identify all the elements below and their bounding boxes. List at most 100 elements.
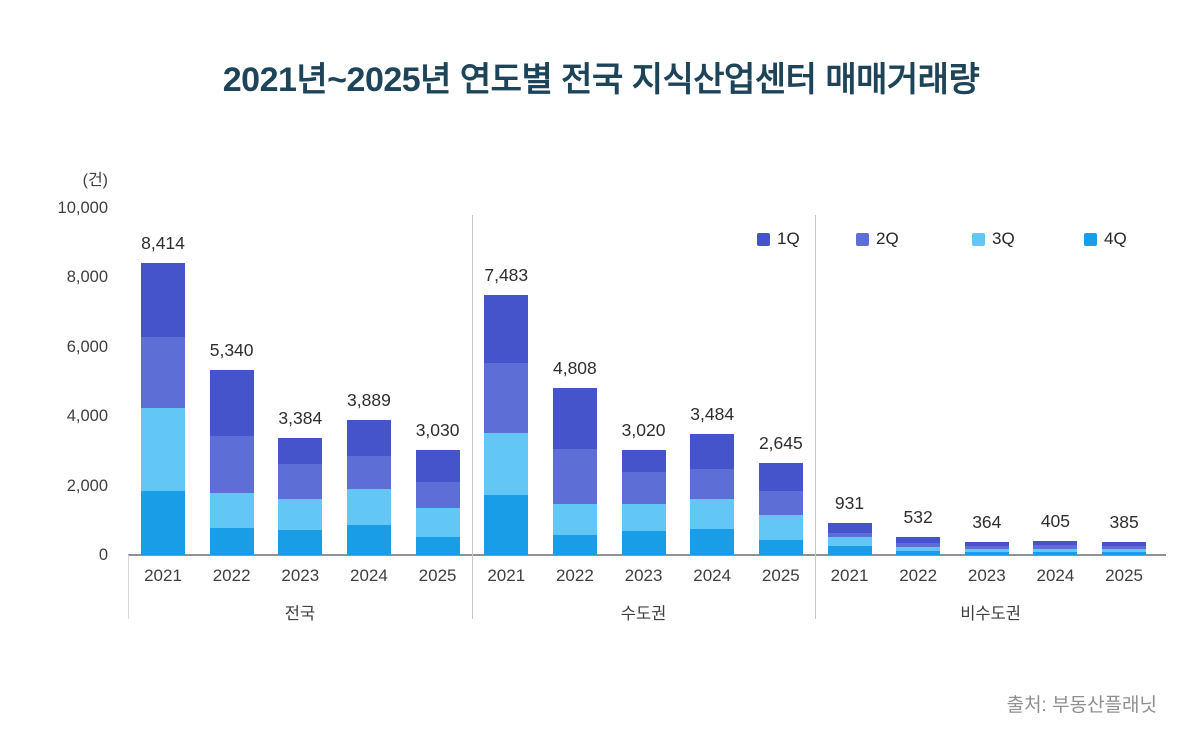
source-text: 출처: 부동산플래닛 xyxy=(1006,695,1157,716)
legend-swatch-icon xyxy=(757,232,770,246)
bar-total-label: 532 xyxy=(903,506,933,527)
bar-total-label: 2,645 xyxy=(758,433,803,454)
bar-segment-2q xyxy=(415,482,460,508)
bar-total-label: 5,340 xyxy=(209,339,254,360)
bar-total-label: 3,020 xyxy=(621,420,666,441)
bar-total-label: 3,384 xyxy=(278,407,323,428)
bar-segment-1q xyxy=(621,450,666,472)
bar-segment-1q xyxy=(758,463,803,491)
bar-segment-3q xyxy=(1033,548,1078,552)
year-tick-label: 2021 xyxy=(144,566,182,585)
bar-segment-4q xyxy=(209,527,254,555)
bar-segment-4q xyxy=(1033,551,1078,555)
bar-segment-4q xyxy=(278,529,323,555)
legend-item-4q: 4Q xyxy=(1084,229,1127,249)
bar-segment-1q xyxy=(278,437,323,465)
bar-segment-3q xyxy=(827,536,872,546)
bar-segment-1q xyxy=(209,369,254,436)
bar-total-label: 385 xyxy=(1109,511,1139,532)
chart-title: 2021년~2025년 연도별 전국 지식산업센터 매매거래량 xyxy=(222,61,980,99)
group-label: 전국 xyxy=(284,605,316,623)
bar-segment-4q xyxy=(827,545,872,555)
bar-segment-3q xyxy=(621,504,666,531)
y-axis-unit-label: (건) xyxy=(82,172,108,189)
bar-segment-2q xyxy=(827,532,872,537)
bar-segment-1q xyxy=(1102,541,1147,546)
bar-segment-2q xyxy=(209,435,254,493)
y-tick-label: 0 xyxy=(98,546,108,564)
bar-segment-3q xyxy=(1102,549,1147,553)
bar-segment-2q xyxy=(896,542,941,547)
bar-total-label: 7,483 xyxy=(484,265,529,286)
bar-segment-3q xyxy=(690,499,735,529)
year-tick-label: 2023 xyxy=(967,566,1006,585)
bar-total-label: 3,889 xyxy=(347,390,391,411)
bar-total-label: 364 xyxy=(972,512,1002,533)
bar-segment-2q xyxy=(964,546,1009,550)
bar-segment-1q xyxy=(690,434,735,469)
bar-segment-1q xyxy=(346,420,391,456)
x-axis-line xyxy=(128,554,1166,556)
bar-segment-3q xyxy=(209,492,254,528)
year-tick-label: 2023 xyxy=(624,566,663,585)
bar-segment-2q xyxy=(278,464,323,499)
legend-label: 4Q xyxy=(1104,229,1127,248)
bar-segment-4q xyxy=(690,528,735,555)
year-tick-label: 2024 xyxy=(1036,566,1075,585)
year-tick-label: 2024 xyxy=(350,566,388,585)
bar-segment-4q xyxy=(964,552,1009,555)
legend-label: 2Q xyxy=(876,229,899,248)
y-tick-label: 2,000 xyxy=(66,476,108,495)
year-tick-label: 2021 xyxy=(830,566,869,585)
bar-segment-3q xyxy=(758,515,803,540)
legend-item-2q: 2Q xyxy=(856,229,899,249)
bar-segment-2q xyxy=(758,490,803,516)
bar-segment-3q xyxy=(141,407,185,491)
year-tick-label: 2022 xyxy=(899,566,938,585)
legend-swatch-icon xyxy=(972,232,985,246)
year-tick-label: 2022 xyxy=(212,566,251,585)
legend-item-3q: 3Q xyxy=(972,229,1015,249)
bar-segment-1q xyxy=(484,295,529,363)
bar-total-label: 3,030 xyxy=(415,419,460,440)
bar-segment-2q xyxy=(552,449,597,505)
bar-segment-4q xyxy=(896,550,941,555)
bar-total-label: 931 xyxy=(834,492,865,513)
y-tick-label: 6,000 xyxy=(66,337,108,356)
group-divider xyxy=(815,215,816,619)
bar-segment-4q xyxy=(484,495,529,555)
bar-segment-3q xyxy=(346,489,391,525)
group-divider xyxy=(472,215,473,619)
y-tick-label: 8,000 xyxy=(66,268,108,287)
legend-item-1q: 1Q xyxy=(757,229,800,249)
bar-segment-1q xyxy=(1033,540,1078,546)
bar-segment-4q xyxy=(415,537,460,555)
bar-segment-2q xyxy=(346,455,391,490)
bar-segment-3q xyxy=(484,432,529,496)
bar-segment-4q xyxy=(552,534,597,555)
bar-segment-3q xyxy=(552,504,597,535)
bar-segment-2q xyxy=(621,471,666,505)
bar-segment-2q xyxy=(484,362,529,433)
bar-segment-1q xyxy=(141,263,185,337)
bar-segment-3q xyxy=(896,546,941,551)
bar-segment-4q xyxy=(141,490,185,555)
bar-segment-1q xyxy=(896,536,941,543)
bar-segment-1q xyxy=(827,522,872,533)
group-label: 수도권 xyxy=(620,605,667,623)
bar-segment-2q xyxy=(141,336,185,408)
legend-label: 1Q xyxy=(777,229,800,248)
y-tick-label: 4,000 xyxy=(66,407,108,426)
group-label: 비수도권 xyxy=(960,605,1021,623)
bar-segment-4q xyxy=(1102,552,1147,555)
year-tick-label: 2023 xyxy=(281,566,320,585)
legend-swatch-icon xyxy=(1084,232,1097,246)
bar-total-label: 8,414 xyxy=(141,233,185,254)
bar-segment-3q xyxy=(964,549,1009,553)
year-tick-label: 2021 xyxy=(487,566,526,585)
bar-total-label: 3,484 xyxy=(690,404,735,425)
bar-segment-3q xyxy=(415,507,460,538)
bar-segment-1q xyxy=(964,542,1009,547)
legend-label: 3Q xyxy=(992,229,1015,248)
bar-segment-4q xyxy=(758,539,803,555)
